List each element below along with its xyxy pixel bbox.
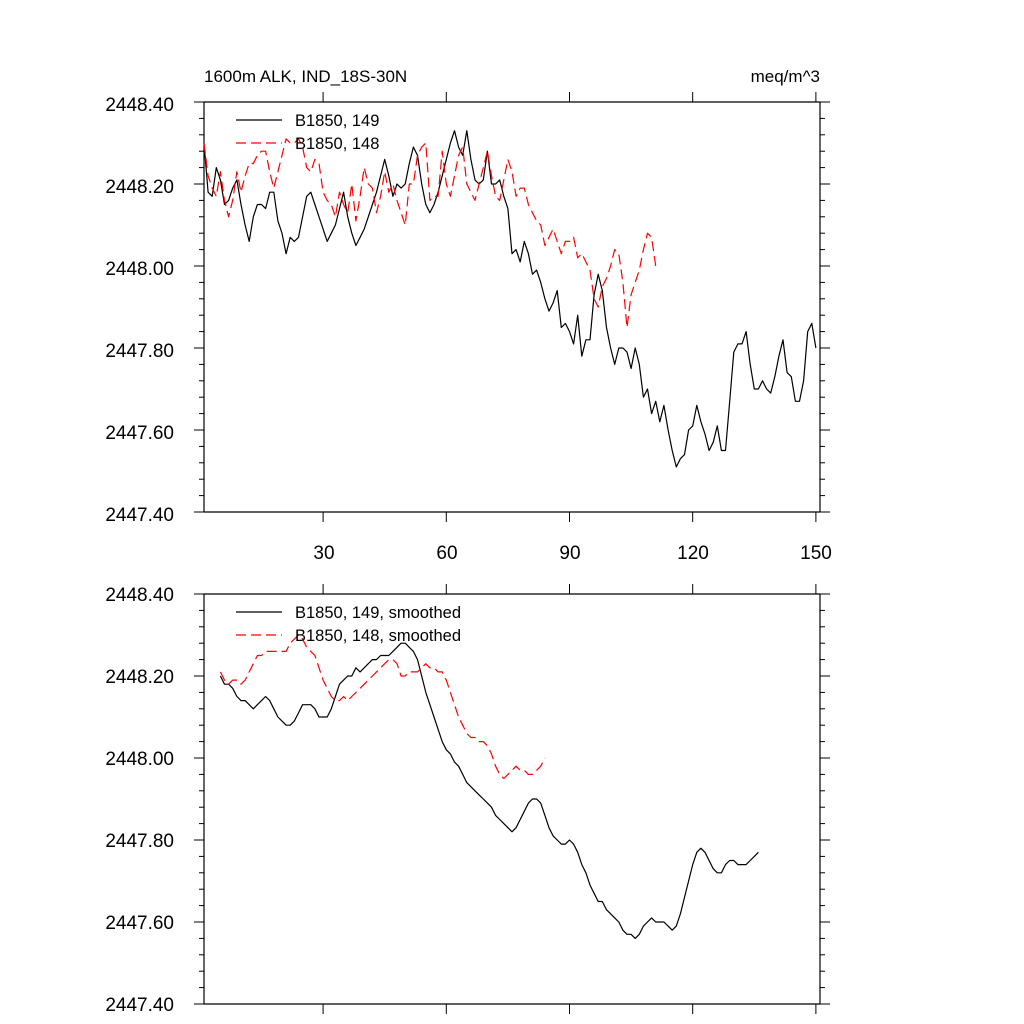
y-tick-label: 2448.40 [105, 95, 174, 116]
bottom-panel-y-tick-labels: 2448.40 2448.20 2448.00 2447.80 2447.60 … [105, 585, 174, 1016]
series-line-b1850-148 [219, 634, 546, 780]
top-panel-y-tick-labels: 2448.40 2448.20 2448.00 2447.80 2447.60 … [105, 95, 174, 526]
x-tick-label: 90 [559, 543, 580, 564]
x-tick-label: 120 [677, 543, 709, 564]
top-panel-title-right: meq/m^3 [751, 67, 820, 86]
bottom-panel-legend: B1850, 149, smoothed B1850, 148, smoothe… [236, 604, 461, 645]
x-tick-label: 30 [313, 543, 334, 564]
series-line-b1850-149 [203, 130, 817, 468]
legend-label: B1850, 148, smoothed [295, 627, 461, 645]
y-tick-label: 2448.20 [105, 667, 174, 688]
y-tick-label: 2447.40 [105, 505, 174, 526]
x-tick-label: 150 [800, 543, 832, 564]
top-panel-legend: B1850, 149 B1850, 148 [236, 112, 379, 153]
bottom-panel-series [219, 634, 759, 940]
series-line-b1850-148 [203, 138, 657, 329]
y-tick-label: 2448.20 [105, 177, 174, 198]
y-tick-label: 2448.40 [105, 585, 174, 606]
legend-label: B1850, 148 [295, 135, 379, 153]
y-tick-label: 2447.40 [105, 995, 174, 1016]
y-tick-label: 2447.60 [105, 913, 174, 934]
top-panel-title-left: 1600m ALK, IND_18S-30N [204, 67, 407, 86]
y-tick-label: 2447.80 [105, 341, 174, 362]
top-panel-x-tick-labels: 30 60 90 120 150 [313, 543, 831, 564]
bottom-panel-axes [194, 584, 830, 1014]
top-panel: 1600m ALK, IND_18S-30N meq/m^3 2448.40 2… [105, 67, 832, 564]
legend-label: B1850, 149, smoothed [295, 604, 461, 622]
y-tick-label: 2448.00 [105, 749, 174, 770]
bottom-panel: 2448.40 2448.20 2448.00 2447.80 2447.60 … [105, 584, 830, 1016]
top-panel-series [203, 130, 817, 468]
top-panel-axes [194, 92, 830, 522]
y-tick-label: 2447.80 [105, 831, 174, 852]
series-line-b1850-149 [219, 642, 759, 940]
y-tick-label: 2448.00 [105, 259, 174, 280]
legend-label: B1850, 149 [295, 112, 379, 130]
y-tick-label: 2447.60 [105, 423, 174, 444]
x-tick-label: 60 [436, 543, 457, 564]
